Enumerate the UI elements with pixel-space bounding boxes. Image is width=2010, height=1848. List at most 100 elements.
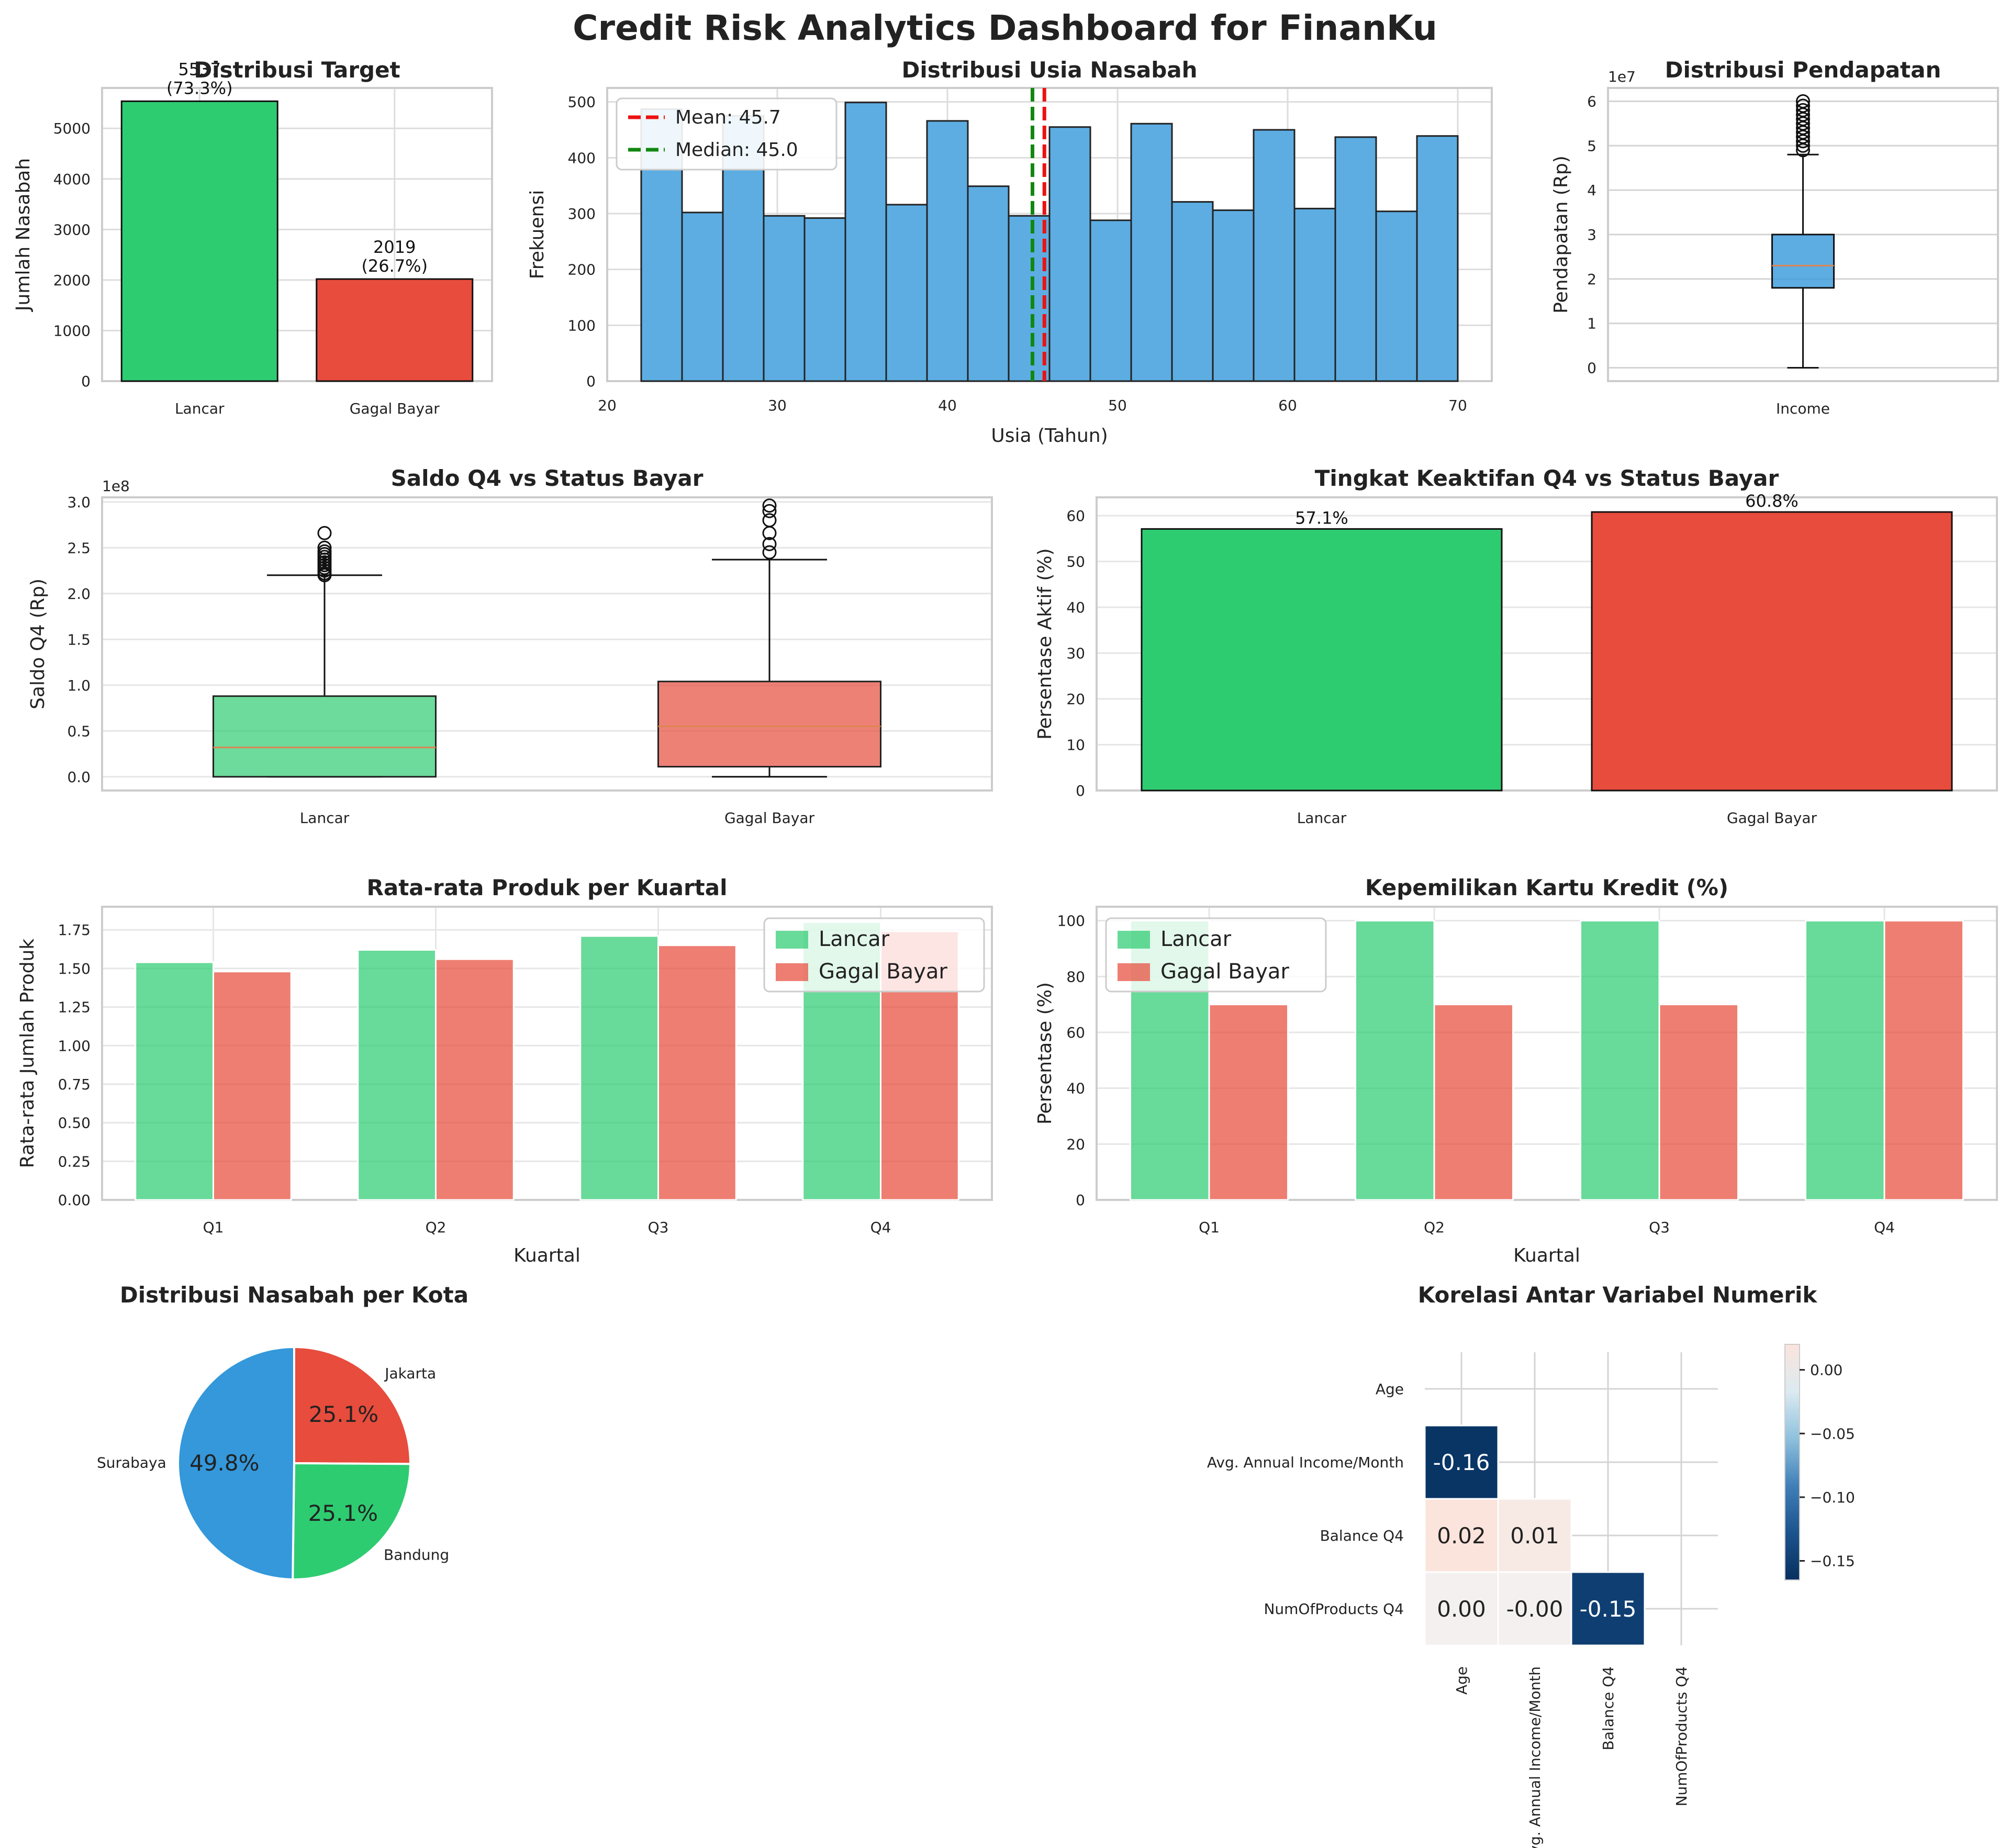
x-tick-label: Lancar	[175, 400, 225, 417]
bar-q3-lancar	[1580, 920, 1660, 1201]
y-tick-label: 60	[1066, 507, 1085, 525]
outlier-point	[1796, 103, 1810, 117]
hist-bar	[681, 211, 724, 382]
y-tick-label: 80	[1066, 968, 1085, 985]
bar-q3-gagal-bayar	[657, 944, 737, 1201]
x-tick-label: Q1	[203, 1219, 224, 1236]
chart-title: Distribusi Pendapatan	[1665, 57, 1941, 83]
y-tick-label: 0.00	[58, 1192, 91, 1209]
legend: Lancar Gagal Bayar	[1105, 917, 1327, 993]
colorbar-tick-label: −0.05	[1810, 1425, 1855, 1442]
y-tick-label: 1.00	[58, 1037, 91, 1054]
y-tick-label: 300	[568, 205, 596, 222]
y-tick-label: 1	[1587, 315, 1596, 332]
heatmap-cell	[1497, 1571, 1572, 1646]
chart-title: Tingkat Keaktifan Q4 vs Status Bayar	[1315, 465, 1779, 491]
panel-distribusi-target: 0 1000 2000 3000 4000 5000 5537(73.3%) Lancar 20…	[13, 57, 493, 417]
box-lancar	[213, 695, 437, 778]
y-tick-label: 400	[568, 149, 596, 166]
plot-frame	[101, 496, 993, 792]
y-tick-label: 5	[1587, 137, 1596, 154]
bar-value-label: 60.8%	[1745, 491, 1799, 511]
pie-percent-label: 25.1%	[309, 1401, 378, 1427]
x-tick-label: 50	[1108, 397, 1127, 414]
panel-kota-pie: Distribusi Nasabah per Kota 25.1% Jakarta 2…	[97, 1282, 468, 1581]
heatmap-row-label: Age	[1376, 1381, 1404, 1398]
pie-percent-label: 49.8%	[189, 1450, 259, 1476]
y-tick-label: 50	[1066, 553, 1085, 571]
y-tick-label: 0.25	[58, 1153, 91, 1170]
bar-q3-lancar	[579, 935, 659, 1201]
legend: Mean: 45.7 Median: 45.0	[616, 97, 838, 171]
pie-slice-surabaya	[177, 1345, 295, 1581]
bar-gagal-bayar	[1591, 511, 1953, 792]
legend-swatch	[1118, 931, 1150, 949]
panel-saldo-q4: 0.0 0.5 1.0 1.5 2.0 2.5 3.0 Lancar Gagal Bayar 1e…	[27, 465, 993, 827]
y-tick-label: 4000	[53, 171, 91, 188]
x-tick-label: Lancar	[1297, 809, 1347, 827]
x-tick-label: 40	[938, 397, 957, 414]
heatmap-row-label: NumOfProducts Q4	[1264, 1600, 1404, 1618]
chart-title: Distribusi Usia Nasabah	[901, 57, 1197, 83]
heatmap-value-label: -0.00	[1506, 1596, 1564, 1622]
outlier-point	[762, 498, 777, 513]
pie-slice-bandung	[292, 1462, 412, 1580]
legend-box	[1105, 917, 1327, 993]
y-tick-label: 1.0	[67, 677, 91, 694]
heatmap-cell	[1570, 1571, 1646, 1646]
y-tick-label: 1.75	[58, 921, 91, 939]
colorbar-tick-label: −0.15	[1810, 1553, 1855, 1570]
y-tick-label: 0.75	[58, 1076, 91, 1093]
y-tick-label: 1.5	[67, 631, 91, 648]
panel-keaktifan-q4: 0 10 20 30 40 50 60 57.1% Lancar 60.8% Gagal Bayar…	[1034, 465, 1998, 827]
bar-value-label: 57.1%	[1295, 508, 1348, 528]
y-tick-label: 100	[1057, 912, 1085, 930]
panel-korelasi-heatmap: Korelasi Antar Variabel Numerik -0.16 0.02…	[1207, 1282, 1855, 1848]
outlier-point	[317, 540, 332, 555]
hist-bar	[1212, 209, 1255, 382]
x-tick-label: 60	[1278, 397, 1297, 414]
y-tick-label: 2.0	[67, 585, 91, 603]
x-tick-label: Gagal Bayar	[350, 400, 440, 417]
outlier-point	[762, 513, 777, 528]
heatmap-value-label: -0.16	[1433, 1450, 1490, 1475]
scale-label: 1e7	[1608, 68, 1636, 85]
legend-box	[616, 97, 838, 171]
heatmap-value-label: 0.00	[1437, 1596, 1486, 1622]
plot-frame	[101, 87, 493, 382]
y-tick-label: 60	[1066, 1024, 1085, 1041]
hist-bar	[1253, 129, 1296, 382]
x-axis-label: Kuartal	[1513, 1245, 1580, 1266]
y-tick-label: 20	[1066, 1135, 1085, 1153]
outlier-point	[1796, 94, 1810, 108]
heatmap-value-label: -0.15	[1580, 1596, 1637, 1622]
outlier-point	[762, 537, 777, 551]
colorbar-tick-label: −0.10	[1810, 1489, 1855, 1506]
bar-q1-gagal-bayar	[1208, 1004, 1289, 1201]
y-axis-label: Jumlah Nasabah	[13, 158, 34, 312]
income-box	[1771, 233, 1835, 289]
colorbar	[1784, 1344, 1800, 1580]
hist-bar	[1334, 136, 1377, 382]
y-axis-label: Frekuensi	[527, 190, 548, 280]
heatmap-cell	[1424, 1498, 1499, 1573]
y-tick-label: 6	[1587, 93, 1596, 110]
y-axis-label: Rata-rata Jumlah Produk	[17, 939, 38, 1168]
hist-bar	[1416, 135, 1459, 382]
bar-q3-gagal-bayar	[1658, 1004, 1739, 1201]
bar-q2-gagal-bayar	[1433, 1004, 1514, 1201]
plot-frame	[1096, 496, 1998, 792]
legend-swatch	[1118, 963, 1150, 981]
legend-swatch	[776, 931, 808, 949]
chart-title: Kepemilikan Kartu Kredit (%)	[1365, 875, 1728, 900]
x-tick-label: Q2	[1424, 1219, 1445, 1236]
bar-q4-gagal-bayar	[1883, 920, 1964, 1201]
bar-percent-label: (73.3%)	[166, 78, 233, 98]
x-tick-label: Q1	[1199, 1219, 1220, 1236]
panel-rata-rata-produk: 0.00 0.25 0.50 0.75 1.00 1.25 1.50 1.75 Q1 Q2 Q3 Q4…	[17, 875, 993, 1266]
pie-percent-label: 25.1%	[308, 1500, 378, 1526]
bar-lancar	[1141, 528, 1503, 792]
x-tick-label: Q2	[426, 1219, 446, 1236]
y-tick-label: 1.25	[58, 999, 91, 1016]
